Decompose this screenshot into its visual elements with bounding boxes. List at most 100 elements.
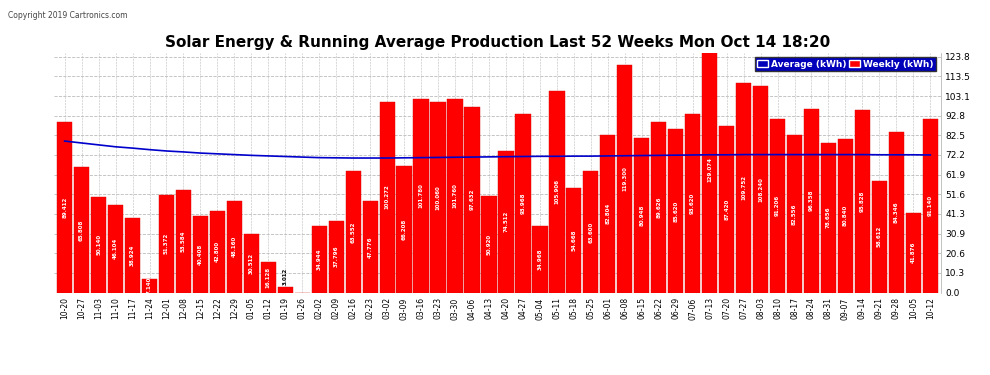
- Bar: [431, 102, 446, 292]
- Bar: [481, 195, 497, 292]
- Bar: [889, 132, 904, 292]
- Text: 66.208: 66.208: [402, 219, 407, 240]
- Text: 46.104: 46.104: [113, 238, 118, 259]
- Text: 109.752: 109.752: [742, 176, 746, 201]
- Bar: [464, 106, 479, 292]
- Bar: [770, 119, 785, 292]
- Bar: [142, 279, 157, 292]
- Bar: [838, 138, 853, 292]
- Text: 63.600: 63.600: [588, 221, 593, 243]
- Text: 129.074: 129.074: [707, 157, 712, 182]
- Text: 87.420: 87.420: [724, 199, 729, 220]
- Bar: [379, 102, 395, 292]
- Text: 80.948: 80.948: [640, 205, 644, 226]
- Text: 42.800: 42.800: [215, 241, 220, 262]
- Bar: [516, 114, 531, 292]
- Bar: [533, 226, 547, 292]
- Legend: Average (kWh), Weekly (kWh): Average (kWh), Weekly (kWh): [754, 57, 936, 71]
- Text: 34.968: 34.968: [538, 249, 543, 270]
- Bar: [600, 135, 616, 292]
- Text: 7.140: 7.140: [147, 277, 152, 294]
- Bar: [617, 65, 633, 292]
- Bar: [362, 201, 378, 292]
- Text: 38.924: 38.924: [130, 245, 135, 266]
- Text: 100.272: 100.272: [385, 184, 390, 209]
- Text: 84.346: 84.346: [894, 201, 899, 223]
- Bar: [125, 218, 141, 292]
- Text: 105.906: 105.906: [554, 179, 559, 204]
- Text: 30.512: 30.512: [248, 253, 253, 274]
- Text: 101.760: 101.760: [452, 183, 457, 208]
- Bar: [91, 197, 106, 292]
- Bar: [277, 287, 293, 292]
- Bar: [57, 122, 72, 292]
- Bar: [651, 122, 666, 292]
- Bar: [566, 188, 581, 292]
- Bar: [685, 114, 700, 292]
- Title: Solar Energy & Running Average Production Last 52 Weeks Mon Oct 14 18:20: Solar Energy & Running Average Productio…: [165, 35, 830, 50]
- Bar: [158, 195, 174, 292]
- Text: 82.556: 82.556: [792, 203, 797, 225]
- Bar: [583, 171, 599, 292]
- Text: 63.552: 63.552: [350, 221, 355, 243]
- Bar: [635, 138, 649, 292]
- Bar: [719, 126, 735, 292]
- Text: 93.620: 93.620: [690, 193, 695, 214]
- Text: 101.780: 101.780: [419, 183, 424, 208]
- Text: 50.920: 50.920: [486, 234, 491, 255]
- Text: 74.512: 74.512: [504, 211, 509, 232]
- Bar: [260, 262, 276, 292]
- Text: 96.358: 96.358: [809, 190, 814, 211]
- Text: 91.140: 91.140: [928, 195, 933, 216]
- Bar: [872, 181, 887, 292]
- Bar: [804, 109, 819, 292]
- Text: 100.060: 100.060: [436, 185, 441, 210]
- Bar: [193, 216, 208, 292]
- Text: 47.776: 47.776: [367, 236, 372, 258]
- Text: 97.632: 97.632: [469, 189, 474, 210]
- Text: 3.012: 3.012: [283, 268, 288, 285]
- Text: 119.300: 119.300: [623, 166, 628, 191]
- Bar: [312, 226, 327, 292]
- Bar: [329, 220, 344, 292]
- Bar: [906, 213, 921, 292]
- Bar: [498, 151, 514, 292]
- Bar: [549, 91, 564, 292]
- Text: 82.804: 82.804: [605, 203, 610, 224]
- Bar: [753, 86, 768, 292]
- Text: 51.372: 51.372: [164, 233, 169, 254]
- Text: 50.140: 50.140: [96, 234, 101, 255]
- Bar: [108, 205, 123, 292]
- Bar: [74, 167, 89, 292]
- Bar: [668, 129, 683, 292]
- Text: 58.612: 58.612: [877, 226, 882, 247]
- Bar: [227, 201, 242, 292]
- Bar: [447, 99, 462, 292]
- Bar: [346, 171, 360, 292]
- Bar: [821, 142, 837, 292]
- Text: 95.828: 95.828: [860, 190, 865, 212]
- Text: 78.656: 78.656: [826, 207, 831, 228]
- Bar: [736, 84, 751, 292]
- Text: 34.944: 34.944: [317, 249, 322, 270]
- Text: 91.206: 91.206: [775, 195, 780, 216]
- Text: 65.808: 65.808: [79, 219, 84, 240]
- Bar: [244, 234, 259, 292]
- Text: 93.968: 93.968: [521, 192, 526, 214]
- Bar: [414, 99, 429, 292]
- Text: 89.412: 89.412: [62, 197, 67, 218]
- Bar: [176, 190, 191, 292]
- Bar: [854, 110, 870, 292]
- Text: 80.840: 80.840: [842, 205, 848, 226]
- Bar: [210, 211, 225, 292]
- Text: 48.160: 48.160: [232, 236, 237, 257]
- Text: 40.408: 40.408: [198, 243, 203, 265]
- Text: 108.240: 108.240: [758, 177, 763, 202]
- Bar: [923, 119, 938, 292]
- Bar: [702, 46, 718, 292]
- Text: 37.796: 37.796: [334, 246, 339, 267]
- Text: Copyright 2019 Cartronics.com: Copyright 2019 Cartronics.com: [8, 11, 128, 20]
- Bar: [787, 135, 802, 292]
- Text: 54.668: 54.668: [571, 230, 576, 251]
- Text: 85.620: 85.620: [673, 200, 678, 222]
